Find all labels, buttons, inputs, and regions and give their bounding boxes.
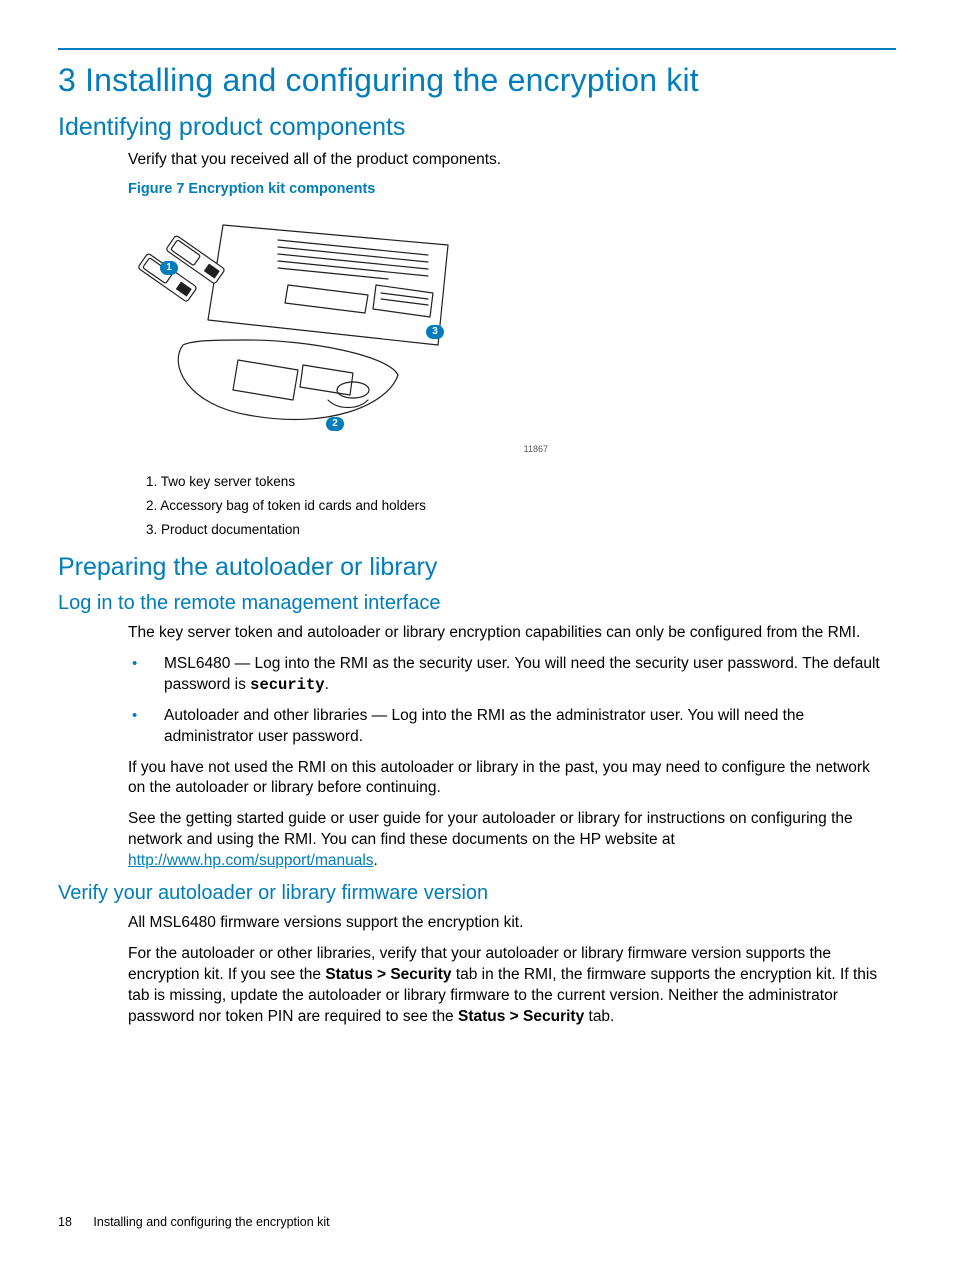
top-rule — [58, 48, 896, 50]
bullet-text-post: . — [325, 676, 329, 693]
section-preparing: Preparing the autoloader or library — [58, 553, 896, 582]
login-p3: See the getting started guide or user gu… — [128, 809, 886, 872]
login-p1: The key server token and autoloader or l… — [128, 623, 886, 644]
subsection-verify-firmware: Verify your autoloader or library firmwa… — [58, 882, 896, 905]
bullet-msl6480: MSL6480 — Log into the RMI as the securi… — [128, 654, 886, 696]
p3-pre: See the getting started guide or user gu… — [128, 810, 853, 848]
legend-item: 2. Accessory bag of token id cards and h… — [146, 498, 886, 513]
status-security-2: Status > Security — [458, 1008, 584, 1025]
status-security-1: Status > Security — [325, 966, 451, 983]
bullet-autoloader: Autoloader and other libraries — Log int… — [128, 706, 886, 748]
login-bullets: MSL6480 — Log into the RMI as the securi… — [128, 654, 886, 748]
section-identifying: Identifying product components — [58, 113, 896, 142]
login-p2: If you have not used the RMI on this aut… — [128, 758, 886, 800]
page-footer: 18 Installing and configuring the encryp… — [58, 1215, 330, 1229]
callout-3: 3 — [426, 325, 444, 339]
figure-legend: 1. Two key server tokens 2. Accessory ba… — [146, 474, 886, 537]
chapter-title: 3 Installing and configuring the encrypt… — [58, 62, 896, 99]
subsection-login: Log in to the remote management interfac… — [58, 592, 896, 615]
verify-p2: For the autoloader or other libraries, v… — [128, 944, 886, 1028]
intro-paragraph: Verify that you received all of the prod… — [128, 150, 886, 171]
manuals-link[interactable]: http://www.hp.com/support/manuals — [128, 852, 374, 869]
callout-2: 2 — [326, 417, 344, 431]
p2e: tab. — [584, 1008, 614, 1025]
legend-item: 3. Product documentation — [146, 522, 886, 537]
code-security: security — [250, 676, 324, 694]
p3-post: . — [374, 852, 378, 869]
page-number: 18 — [58, 1215, 72, 1229]
verify-p1: All MSL6480 firmware versions support th… — [128, 913, 886, 934]
figure-caption: Figure 7 Encryption kit components — [128, 181, 886, 197]
figure-7-illustration: 1 2 3 11867 — [128, 205, 468, 450]
figure-id: 11867 — [524, 444, 548, 454]
footer-title: Installing and configuring the encryptio… — [93, 1215, 329, 1229]
legend-item: 1. Two key server tokens — [146, 474, 886, 489]
callout-1: 1 — [160, 261, 178, 275]
